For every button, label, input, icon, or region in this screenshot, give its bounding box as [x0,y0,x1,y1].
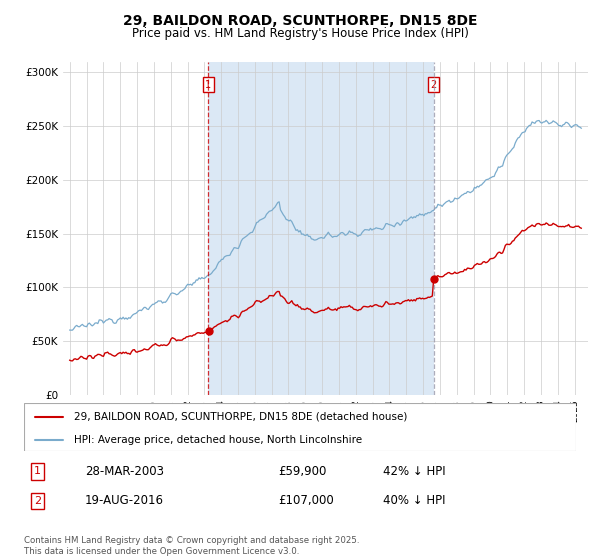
Text: Price paid vs. HM Land Registry's House Price Index (HPI): Price paid vs. HM Land Registry's House … [131,27,469,40]
Text: 1: 1 [34,466,41,477]
FancyBboxPatch shape [24,403,576,451]
Text: £107,000: £107,000 [278,494,334,507]
Text: HPI: Average price, detached house, North Lincolnshire: HPI: Average price, detached house, Nort… [74,435,362,445]
Text: 1: 1 [205,80,211,90]
Text: 29, BAILDON ROAD, SCUNTHORPE, DN15 8DE (detached house): 29, BAILDON ROAD, SCUNTHORPE, DN15 8DE (… [74,412,407,422]
Text: 2: 2 [34,496,41,506]
Text: 29, BAILDON ROAD, SCUNTHORPE, DN15 8DE: 29, BAILDON ROAD, SCUNTHORPE, DN15 8DE [123,14,477,28]
Text: £59,900: £59,900 [278,465,326,478]
Text: 42% ↓ HPI: 42% ↓ HPI [383,465,445,478]
Text: 2: 2 [431,80,437,90]
Text: 19-AUG-2016: 19-AUG-2016 [85,494,164,507]
Bar [208,62,434,395]
Text: 40% ↓ HPI: 40% ↓ HPI [383,494,445,507]
Text: Contains HM Land Registry data © Crown copyright and database right 2025.
This d: Contains HM Land Registry data © Crown c… [24,536,359,556]
Text: 28-MAR-2003: 28-MAR-2003 [85,465,164,478]
